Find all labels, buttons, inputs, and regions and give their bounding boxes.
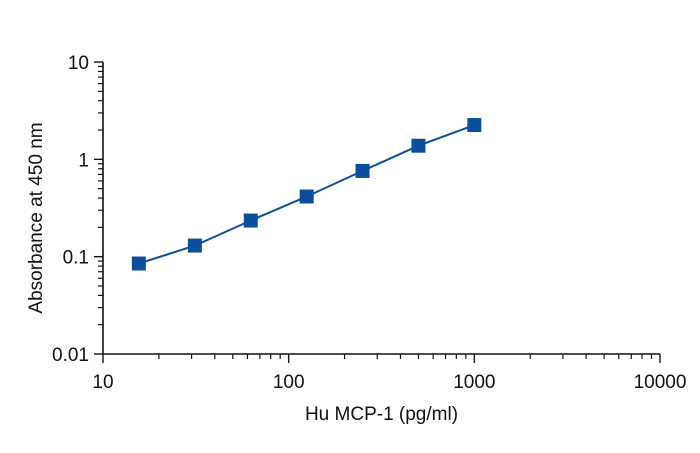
data-point [355, 163, 370, 178]
data-point [411, 138, 426, 153]
series-layer [131, 118, 482, 271]
x-tick-label: 1000 [453, 372, 495, 393]
data-point [299, 189, 314, 204]
y-tick-label: 10 [68, 53, 89, 74]
axes: 10 100 1000 10000 0.01 0.1 1 10 [52, 53, 686, 393]
x-tick-label: 10000 [634, 372, 687, 393]
y-axis-ticks: 0.01 0.1 1 10 [52, 53, 103, 366]
y-tick-label: 0.1 [63, 248, 89, 269]
data-point [243, 213, 258, 228]
x-tick-label: 10 [92, 372, 113, 393]
data-point [467, 118, 482, 133]
y-tick-label: 1 [78, 150, 89, 171]
data-point [131, 256, 146, 271]
data-point [187, 238, 202, 253]
x-axis-title: Hu MCP-1 (pg/ml) [305, 404, 458, 425]
y-tick-label: 0.01 [52, 345, 89, 366]
x-axis-ticks: 10 100 1000 10000 [92, 354, 686, 393]
x-tick-label: 100 [273, 372, 305, 393]
y-axis-title: Absorbance at 450 nm [26, 122, 47, 313]
